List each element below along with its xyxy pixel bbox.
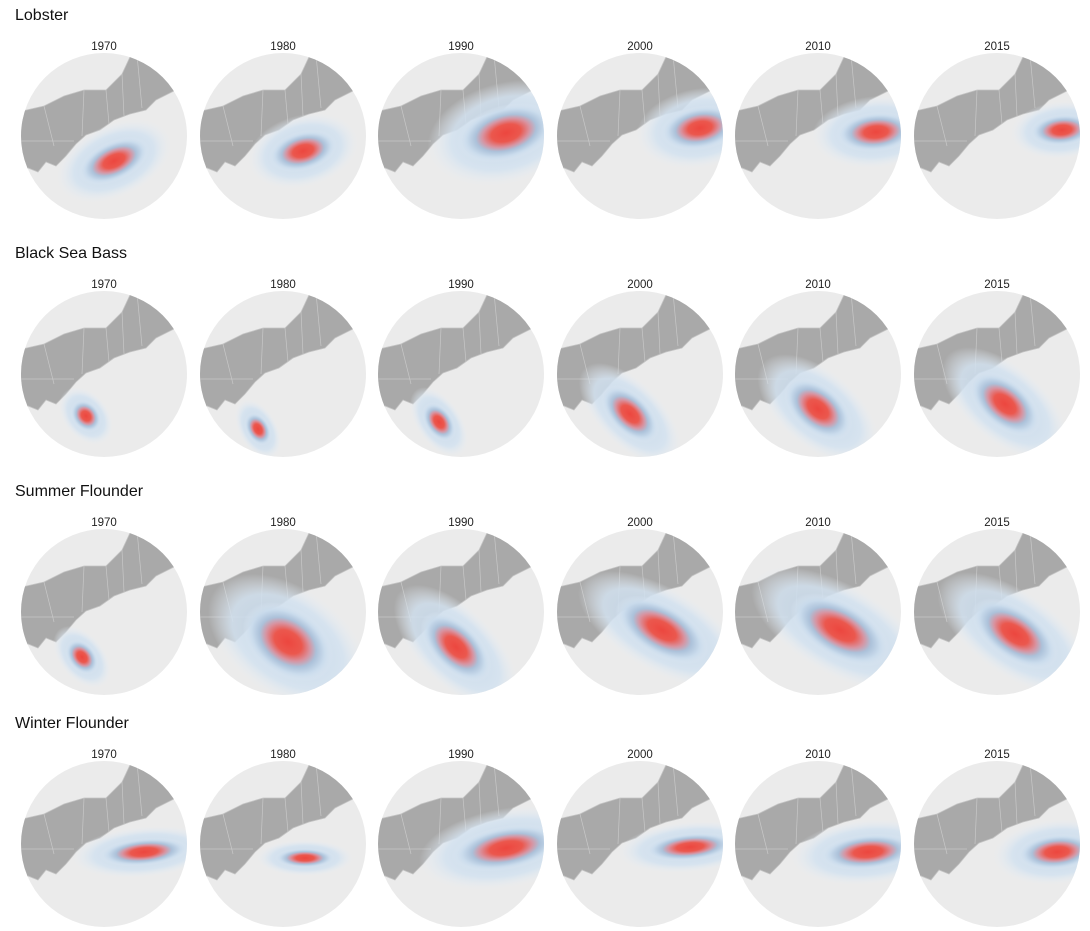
year-label: 1970: [91, 41, 117, 53]
year-label: 1980: [270, 749, 296, 761]
year-label: 2010: [805, 41, 831, 53]
year-label: 2015: [984, 41, 1010, 53]
map: [735, 53, 901, 181]
map: [378, 529, 544, 695]
density-core: [969, 371, 1041, 437]
year-label: 1980: [270, 41, 296, 53]
density-core: [65, 639, 99, 675]
year-label: 1970: [91, 749, 117, 761]
map: [378, 53, 544, 186]
year-label: 1990: [448, 41, 474, 53]
year-label: 2000: [627, 41, 653, 53]
density-core: [70, 399, 102, 433]
year-label: 1990: [448, 517, 474, 529]
map: [735, 761, 901, 889]
density-core: [242, 602, 334, 682]
density-core: [660, 105, 723, 151]
density-core: [78, 136, 150, 186]
map: [914, 529, 1080, 695]
density-core: [421, 402, 457, 442]
map: [735, 291, 901, 457]
density-core: [600, 384, 660, 444]
year-label: 2010: [805, 517, 831, 529]
panel-title: Lobster: [15, 7, 69, 24]
year-label: 2015: [984, 279, 1010, 291]
density-core: [457, 103, 544, 163]
map: [21, 53, 187, 203]
density-core: [420, 611, 492, 683]
year-label: 2010: [805, 749, 831, 761]
map: [21, 291, 187, 445]
map: [378, 291, 544, 457]
map: [735, 529, 901, 693]
map: [200, 291, 366, 457]
map: [557, 529, 723, 690]
density-core: [99, 837, 187, 867]
density-core: [275, 848, 335, 868]
density-core: [836, 111, 901, 153]
density-core: [1030, 113, 1080, 147]
panel-title: Black Sea Bass: [15, 245, 127, 262]
year-label: 1990: [448, 279, 474, 291]
density-core: [268, 129, 338, 173]
map: [200, 53, 366, 189]
year-label: 2010: [805, 279, 831, 291]
map: [557, 761, 723, 889]
year-label: 1980: [270, 279, 296, 291]
year-label: 1990: [448, 749, 474, 761]
year-label: 2000: [627, 279, 653, 291]
density-core: [783, 377, 853, 441]
map: [378, 761, 544, 890]
density-core: [790, 593, 890, 667]
density-core: [615, 595, 709, 665]
map: [21, 529, 187, 689]
map: [914, 53, 1080, 181]
density-core: [971, 598, 1059, 670]
density-core: [820, 833, 901, 871]
year-label: 1970: [91, 517, 117, 529]
map: [557, 53, 723, 181]
year-label: 2000: [627, 749, 653, 761]
year-label: 1980: [270, 517, 296, 529]
density-core: [1017, 833, 1080, 871]
map: [914, 291, 1080, 457]
year-label: 1970: [91, 279, 117, 291]
year-label: 2015: [984, 517, 1010, 529]
density-core: [451, 824, 544, 872]
year-label: 2000: [627, 517, 653, 529]
map: [200, 761, 366, 889]
panel-title: Winter Flounder: [15, 715, 129, 732]
map: [21, 761, 187, 889]
year-label: 2015: [984, 749, 1010, 761]
panel-title: Summer Flounder: [15, 483, 144, 500]
map: [914, 761, 1080, 889]
density-core: [244, 412, 272, 446]
map: [557, 291, 723, 457]
map: [200, 529, 366, 695]
density-core: [645, 832, 723, 862]
